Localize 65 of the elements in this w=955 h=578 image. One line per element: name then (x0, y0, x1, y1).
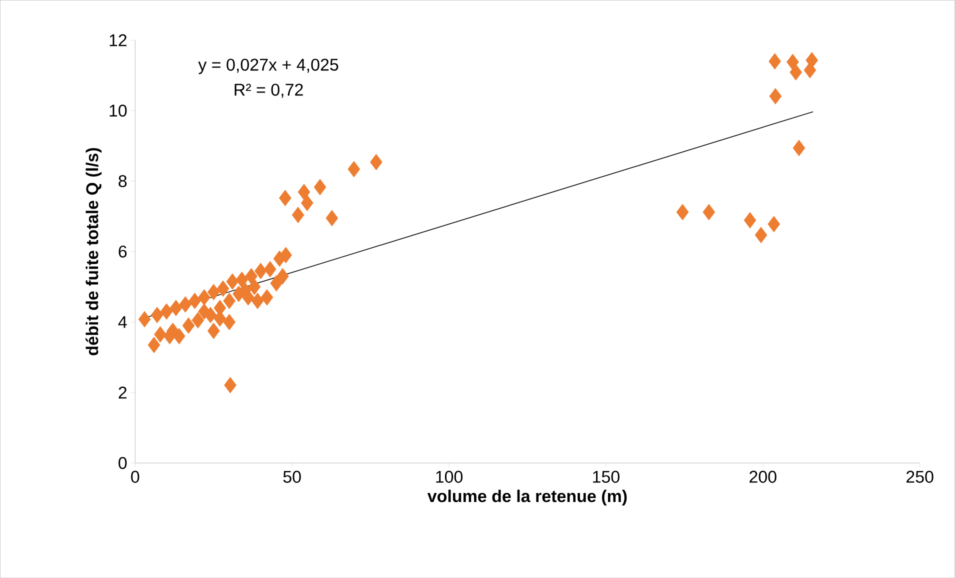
x-tick-label: 100 (436, 470, 463, 483)
y-tick-label: 4 (118, 316, 127, 328)
point (198, 303, 210, 320)
x-tick-label: 50 (283, 470, 301, 483)
annotation: R² = 0,72 (234, 84, 303, 98)
point (245, 268, 258, 284)
y-tick-label: 0 (118, 456, 127, 469)
point (676, 204, 689, 220)
point (148, 336, 160, 354)
point (260, 289, 274, 306)
point (251, 292, 264, 310)
point (254, 262, 267, 280)
y-tick-label: 10 (110, 104, 127, 117)
point (154, 326, 166, 343)
point (207, 322, 220, 339)
point (188, 292, 201, 310)
point (370, 154, 382, 170)
point (179, 296, 192, 313)
point (326, 210, 338, 226)
point (198, 289, 210, 306)
point (348, 160, 360, 178)
point (792, 140, 806, 156)
y-tick-label: 8 (118, 175, 127, 188)
x-tick-label: 0 (131, 470, 140, 483)
point (276, 268, 289, 284)
point (278, 190, 292, 206)
point (150, 306, 164, 324)
y-axis-title: débit de fuite totale Q (l/s) (86, 148, 102, 356)
y-tick-label: 12 (110, 34, 126, 46)
x-tick-label: 250 (906, 470, 934, 483)
point (786, 54, 799, 70)
point (182, 317, 195, 334)
point (223, 292, 236, 310)
point (804, 62, 816, 78)
x-axis-title: volume de la retenue (m) (427, 490, 627, 506)
point (248, 278, 261, 295)
point (292, 206, 304, 224)
y-tick-label: 2 (118, 386, 126, 398)
point (170, 300, 182, 316)
point (264, 260, 276, 278)
y-tick-label: 6 (118, 245, 127, 258)
point (207, 284, 220, 300)
point (236, 272, 248, 288)
annotation: y = 0,027x + 4,025 (198, 58, 338, 74)
point (790, 64, 802, 80)
x-tick-label: 200 (750, 470, 776, 483)
point (138, 310, 151, 328)
point (702, 204, 716, 220)
point (769, 88, 782, 104)
point (754, 226, 768, 244)
point (744, 212, 756, 228)
point (224, 376, 236, 394)
point (768, 53, 782, 70)
point (768, 216, 780, 232)
x-tick-label: 150 (593, 470, 620, 483)
point (226, 273, 239, 290)
point (192, 312, 204, 328)
point (160, 303, 173, 320)
point (270, 275, 283, 292)
point (298, 184, 310, 200)
point (314, 178, 326, 196)
point (300, 194, 314, 212)
point (223, 314, 236, 330)
point (216, 280, 230, 297)
point (280, 246, 292, 264)
